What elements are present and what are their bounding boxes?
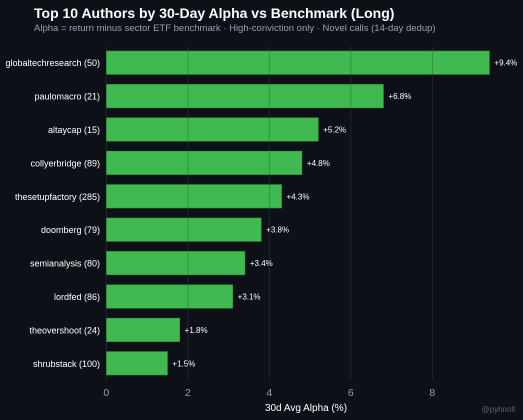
x-tick-label: 4: [266, 387, 272, 399]
bar: [106, 251, 246, 276]
y-tick-label: shrubstack (100): [33, 359, 100, 369]
y-tick-label: globaltechresearch (50): [5, 58, 100, 68]
y-tick-label: lordfed (86): [54, 292, 100, 302]
y-tick-label: altaycap (15): [48, 125, 100, 135]
x-tick-label: 0: [103, 387, 109, 399]
x-tick-label: 2: [185, 387, 191, 399]
data-label: +1.8%: [185, 326, 208, 335]
x-axis-label: 30d Avg Alpha (%): [265, 403, 347, 414]
y-tick-label: collyerbridge (89): [30, 158, 100, 168]
bar: [106, 150, 303, 175]
data-label: +5.2%: [323, 126, 346, 135]
chart-subtitle: Alpha = return minus sector ETF benchmar…: [34, 23, 436, 34]
bar: [106, 217, 262, 242]
x-tick-label: 8: [429, 387, 435, 399]
bar-layer: [106, 50, 490, 376]
axis-layer: 0 2 4 6 8: [103, 387, 435, 399]
bar: [106, 84, 384, 109]
data-label: +6.8%: [388, 92, 411, 101]
data-label: +3.1%: [238, 293, 261, 302]
y-tick-label: theovershoot (24): [29, 325, 100, 335]
watermark: @pyhnoll: [481, 405, 515, 414]
bar: [106, 117, 319, 142]
y-tick-label: doomberg (79): [41, 225, 100, 235]
bar: [106, 184, 282, 209]
chart-title: Top 10 Authors by 30-Day Alpha vs Benchm…: [34, 5, 395, 21]
y-tick-label: thesetupfactory (285): [15, 192, 100, 202]
bar: [106, 284, 233, 309]
data-label: +1.5%: [172, 359, 195, 368]
data-label: +3.4%: [250, 259, 273, 268]
data-label: +4.3%: [287, 192, 310, 201]
data-label: +4.8%: [307, 159, 330, 168]
x-tick-label: 6: [348, 387, 354, 399]
bar: [106, 317, 180, 342]
y-tick-label: paulomacro (21): [34, 92, 100, 102]
y-tick-label: semianalysis (80): [30, 259, 100, 269]
data-label: +9.4%: [494, 59, 517, 68]
data-label: +3.8%: [266, 226, 289, 235]
bar: [106, 50, 490, 75]
label-layer: globaltechresearch (50) +9.4% paulomacro (…: [5, 46, 517, 380]
bar: [106, 351, 168, 376]
